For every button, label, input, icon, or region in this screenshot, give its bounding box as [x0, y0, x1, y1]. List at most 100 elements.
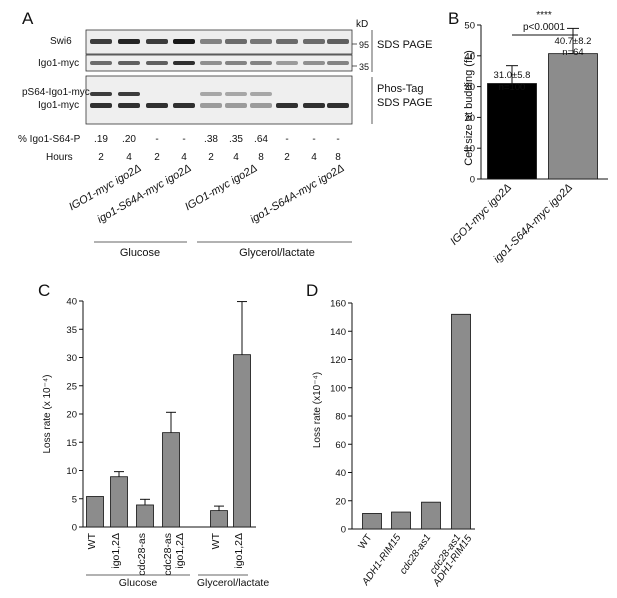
y-tick-label: 30	[464, 82, 475, 93]
pct-value: -	[182, 134, 185, 145]
blot-phostag	[85, 75, 353, 125]
hours-value: 4	[181, 152, 187, 163]
bar	[548, 53, 598, 180]
blot-band-phospho	[250, 92, 272, 96]
hours-label: Hours	[46, 152, 73, 163]
blot-band-unphospho	[250, 103, 272, 108]
y-tick-label: 10	[464, 144, 475, 155]
pct-value: .35	[229, 134, 243, 145]
row-label-igo1: Igo1-myc	[38, 58, 79, 69]
hours-value: 8	[335, 152, 341, 163]
panel-d-ylabel: Loss rate (x10⁻⁴)	[312, 372, 323, 448]
bar	[162, 432, 180, 528]
blot-band-phospho	[225, 92, 247, 96]
blot-band-igo1	[225, 61, 247, 65]
panel-c-ylabel: Loss rate (x 10⁻⁴)	[42, 374, 53, 453]
bar	[86, 496, 104, 528]
blot-band-igo1	[200, 61, 222, 65]
group-label-glycerol: Glycerol/lactate	[239, 247, 315, 259]
p-value: p<0.0001	[523, 22, 565, 33]
blot-band-phospho	[90, 92, 112, 96]
blot-band-swi6	[225, 39, 247, 44]
bar	[362, 513, 382, 530]
x-tick-label: cdc28-as	[162, 533, 174, 576]
hours-value: 4	[126, 152, 132, 163]
y-tick-label: 60	[335, 440, 346, 451]
y-tick-label: 120	[330, 355, 346, 366]
blot-band-unphospho	[118, 103, 140, 108]
blot-band-swi6	[327, 39, 349, 44]
blot-band-swi6	[250, 39, 272, 44]
x-tick-label: IGO1-myc igo2Δ	[448, 182, 514, 248]
y-tick-label: 80	[335, 412, 346, 423]
group-label-glycerol-c: Glycerol/lactate	[197, 577, 270, 589]
y-tick-label: 100	[330, 383, 346, 394]
bar	[210, 510, 228, 528]
bar-1-stat: 31.0±5.8	[494, 70, 531, 81]
x-tick-label: WT	[86, 532, 98, 549]
group-label-glucose: Glucose	[120, 247, 160, 259]
kd-marker-35: 35	[359, 62, 369, 72]
hours-value: 8	[258, 152, 264, 163]
bar-2-stat: 40.7±8.2	[555, 36, 592, 47]
label-sds-page-bottom: SDS PAGE	[377, 97, 432, 109]
blot-band-igo1	[146, 61, 168, 65]
group-label-glucose-c: Glucose	[119, 577, 158, 589]
hours-value: 2	[208, 152, 214, 163]
blot-band-unphospho	[200, 103, 222, 108]
blot-band-igo1	[118, 61, 140, 65]
pct-label: % Igo1-S64-P	[18, 134, 81, 145]
blot-bands	[90, 39, 349, 108]
blot-band-unphospho	[146, 103, 168, 108]
blot-band-igo1	[303, 61, 325, 65]
strain-label-4: igo1-S64A-myc igo2Δ	[248, 162, 346, 226]
x-tick-label: igo1,2Δ	[110, 533, 122, 569]
row-label-swi6: Swi6	[50, 36, 72, 47]
kd-label: kD	[356, 19, 368, 30]
panel-c-letter: C	[38, 281, 50, 300]
bar	[421, 501, 441, 530]
y-tick-label: 20	[464, 113, 475, 124]
blot-igo1	[85, 54, 353, 72]
blot-band-igo1	[327, 61, 349, 65]
bar	[110, 476, 128, 528]
blot-band-swi6	[90, 39, 112, 44]
label-phos-tag: Phos-Tag	[377, 83, 423, 95]
y-tick-label: 15	[66, 438, 77, 449]
hours-value: 2	[284, 152, 290, 163]
panel-c: C Loss rate (x 10⁻⁴) 0 5 10 15 20 25 30 35 40 WT i…	[38, 281, 269, 589]
lane-values: .19 2 .20 4 - 2 - 4 .38 2 .35 4 .64 8 - 2 - 4 - 8	[94, 134, 341, 163]
y-tick-label: 35	[66, 325, 77, 336]
y-tick-label: 30	[66, 353, 77, 364]
bar	[136, 504, 154, 528]
strain-label-3: IGO1-myc igo2Δ	[183, 162, 259, 213]
panel-d-letter: D	[306, 281, 318, 300]
blot-band-unphospho	[303, 103, 325, 108]
pct-value: .38	[204, 134, 218, 145]
pct-value: -	[336, 134, 339, 145]
y-tick-label: 10	[66, 466, 77, 477]
panel-a-letter: A	[22, 9, 34, 28]
bar	[451, 313, 471, 530]
y-tick-label: 160	[330, 299, 346, 310]
panel-b-ylabel: Cell size at budding (fL)	[463, 50, 475, 166]
y-tick-label: 0	[470, 175, 475, 186]
blot-band-swi6	[146, 39, 168, 44]
panel-b-letter: B	[448, 9, 459, 28]
row-label-igo1-phostag: Igo1-myc	[38, 100, 79, 111]
y-tick-label: 40	[335, 468, 346, 479]
blot-band-phospho	[118, 92, 140, 96]
x-tick-label: igo1,2Δ	[233, 533, 245, 569]
blot-band-unphospho	[225, 103, 247, 108]
y-tick-label: 5	[72, 494, 77, 505]
blot-band-unphospho	[173, 103, 195, 108]
row-label-ps64: pS64-Igo1-myc	[22, 87, 90, 98]
x-tick-label: WT	[357, 532, 375, 551]
blot-band-igo1	[250, 61, 272, 65]
hours-value: 4	[311, 152, 317, 163]
blot-band-swi6	[118, 39, 140, 44]
x-tick-label: igo1,2Δ	[174, 533, 186, 569]
